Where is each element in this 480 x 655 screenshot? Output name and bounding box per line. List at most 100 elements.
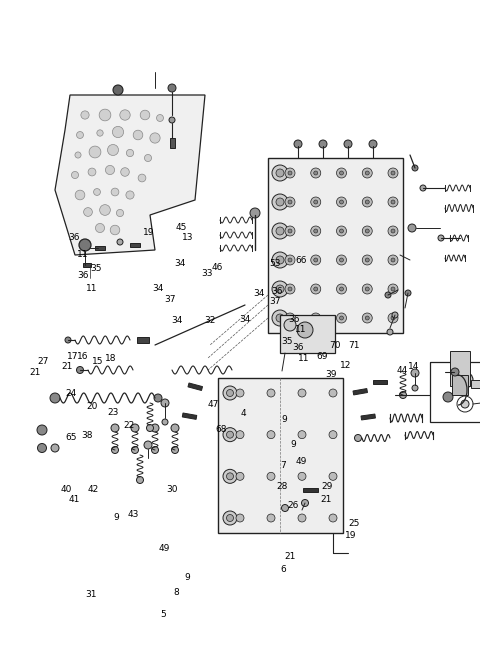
Circle shape	[438, 235, 444, 241]
Circle shape	[365, 287, 369, 291]
Circle shape	[311, 168, 321, 178]
Text: 31: 31	[85, 590, 97, 599]
Polygon shape	[55, 95, 205, 255]
Circle shape	[267, 389, 275, 397]
Circle shape	[94, 189, 100, 195]
Circle shape	[362, 313, 372, 323]
Text: 19: 19	[345, 531, 356, 540]
Circle shape	[391, 258, 395, 262]
Circle shape	[144, 155, 152, 162]
Circle shape	[106, 166, 115, 175]
Circle shape	[150, 133, 160, 143]
Circle shape	[385, 292, 391, 298]
Bar	[450, 350, 470, 386]
Circle shape	[281, 504, 288, 512]
Text: 6: 6	[280, 565, 286, 574]
Text: 34: 34	[239, 315, 251, 324]
Circle shape	[391, 229, 395, 233]
Circle shape	[388, 255, 398, 265]
Text: 36: 36	[288, 315, 300, 324]
Circle shape	[339, 287, 344, 291]
Circle shape	[362, 197, 372, 207]
Circle shape	[276, 198, 284, 206]
Circle shape	[369, 140, 377, 148]
Bar	[169, 138, 175, 148]
Bar	[182, 413, 197, 419]
Circle shape	[227, 514, 233, 521]
Circle shape	[329, 389, 337, 397]
Text: 32: 32	[204, 316, 216, 326]
Circle shape	[339, 200, 344, 204]
Circle shape	[111, 424, 119, 432]
Circle shape	[336, 197, 347, 207]
Circle shape	[298, 389, 306, 397]
Circle shape	[161, 399, 169, 407]
Bar	[280, 315, 335, 353]
Circle shape	[311, 255, 321, 265]
Circle shape	[267, 472, 275, 480]
Circle shape	[365, 171, 369, 175]
Circle shape	[117, 210, 123, 217]
Text: 65: 65	[65, 433, 77, 442]
Circle shape	[336, 226, 347, 236]
Circle shape	[117, 239, 123, 245]
Text: 49: 49	[159, 544, 170, 553]
Bar	[83, 263, 91, 267]
Circle shape	[156, 115, 164, 121]
Text: 27: 27	[37, 357, 49, 366]
Circle shape	[294, 140, 302, 148]
Circle shape	[151, 424, 159, 432]
Text: 11: 11	[298, 354, 310, 364]
Circle shape	[285, 168, 295, 178]
Circle shape	[298, 431, 306, 439]
Circle shape	[37, 425, 47, 435]
Circle shape	[311, 284, 321, 294]
Circle shape	[339, 316, 344, 320]
Circle shape	[457, 372, 473, 388]
Circle shape	[50, 393, 60, 403]
Circle shape	[136, 476, 144, 483]
Circle shape	[365, 200, 369, 204]
Circle shape	[223, 511, 237, 525]
Circle shape	[171, 424, 179, 432]
Circle shape	[399, 392, 407, 398]
Circle shape	[138, 174, 146, 182]
Circle shape	[362, 255, 372, 265]
Text: 30: 30	[166, 485, 178, 495]
Text: 34: 34	[253, 289, 265, 298]
Circle shape	[288, 316, 292, 320]
Circle shape	[131, 424, 139, 432]
Text: 53: 53	[269, 259, 280, 268]
Circle shape	[152, 447, 158, 453]
Text: 9: 9	[281, 415, 287, 424]
Text: 21: 21	[61, 362, 73, 371]
Circle shape	[111, 188, 119, 196]
Text: 9: 9	[184, 573, 190, 582]
Text: 36: 36	[69, 233, 80, 242]
Circle shape	[365, 316, 369, 320]
Text: 34: 34	[153, 284, 164, 293]
Text: 19: 19	[143, 228, 155, 237]
Circle shape	[391, 316, 395, 320]
Text: 20: 20	[86, 402, 98, 411]
Circle shape	[88, 168, 96, 176]
Circle shape	[140, 110, 150, 120]
Bar	[353, 388, 368, 395]
Text: 39: 39	[325, 370, 337, 379]
Circle shape	[276, 314, 284, 322]
Text: 21: 21	[321, 495, 332, 504]
Circle shape	[272, 223, 288, 239]
Circle shape	[120, 168, 129, 176]
Circle shape	[288, 229, 292, 233]
Text: 7: 7	[280, 460, 286, 470]
Circle shape	[339, 229, 344, 233]
Circle shape	[272, 310, 288, 326]
Bar	[268, 158, 403, 333]
Circle shape	[223, 428, 237, 441]
Circle shape	[285, 255, 295, 265]
Circle shape	[284, 319, 296, 331]
Text: 28: 28	[276, 482, 288, 491]
Text: 18: 18	[105, 354, 116, 364]
Text: 36: 36	[272, 287, 283, 296]
Circle shape	[311, 197, 321, 207]
